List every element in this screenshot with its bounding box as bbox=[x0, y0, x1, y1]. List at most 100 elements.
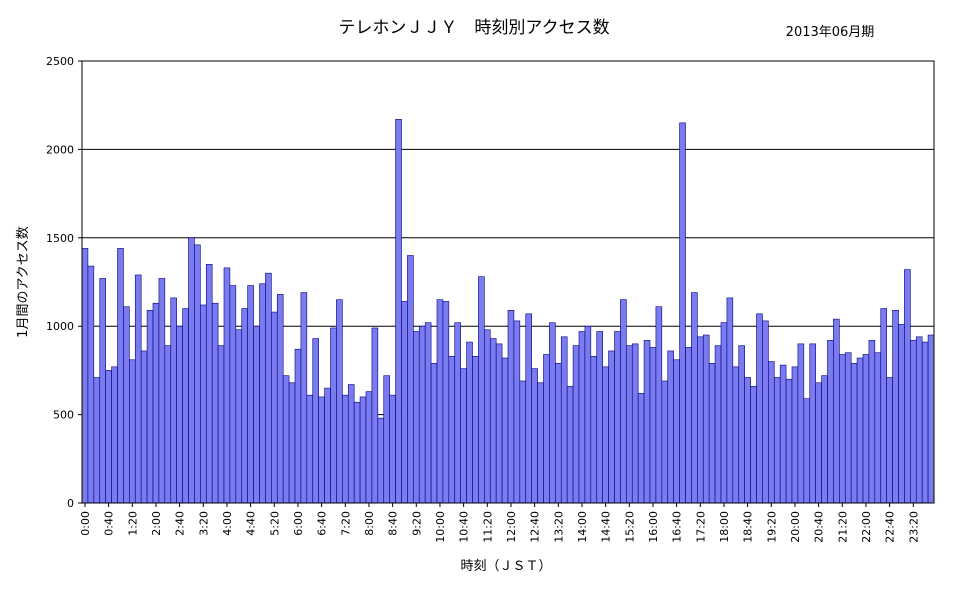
x-tick-label: 1:20 bbox=[126, 511, 139, 536]
bar bbox=[87, 265, 95, 504]
bar bbox=[170, 297, 177, 504]
x-tick-label: 6:40 bbox=[316, 511, 329, 536]
bar bbox=[904, 269, 911, 504]
bar bbox=[572, 345, 580, 504]
bar bbox=[655, 306, 663, 504]
bar bbox=[714, 345, 722, 504]
bar bbox=[489, 338, 497, 504]
bar bbox=[602, 366, 609, 504]
bar bbox=[158, 278, 166, 504]
bar bbox=[460, 368, 467, 504]
bar bbox=[371, 327, 379, 504]
bar bbox=[211, 302, 219, 504]
bar bbox=[898, 324, 905, 504]
x-tick-label: 11:20 bbox=[481, 511, 494, 543]
bar bbox=[732, 366, 740, 504]
bar bbox=[448, 355, 456, 504]
y-tick-label: 2000 bbox=[46, 143, 74, 156]
x-tick-label: 10:00 bbox=[434, 511, 447, 543]
y-tick-label: 1500 bbox=[46, 232, 74, 245]
bar bbox=[839, 354, 846, 504]
bar bbox=[430, 363, 438, 504]
x-tick-label: 0:40 bbox=[103, 511, 116, 536]
bar bbox=[318, 396, 325, 504]
bar bbox=[312, 338, 319, 504]
bar bbox=[418, 325, 426, 504]
bar bbox=[265, 272, 272, 504]
bar bbox=[744, 377, 751, 504]
bar bbox=[365, 391, 373, 504]
bar bbox=[336, 299, 343, 504]
bar bbox=[182, 308, 189, 504]
bar bbox=[697, 336, 704, 504]
bar bbox=[797, 343, 805, 504]
bar bbox=[194, 244, 201, 504]
y-axis-label: 1月間のアクセス数 bbox=[16, 226, 31, 338]
x-tick-label: 0:00 bbox=[79, 511, 92, 536]
bar bbox=[164, 345, 172, 504]
bar bbox=[856, 357, 864, 504]
x-tick-label: 22:40 bbox=[884, 511, 897, 543]
bar bbox=[779, 364, 787, 504]
x-tick-label: 18:40 bbox=[742, 511, 755, 543]
x-tick-label: 12:40 bbox=[529, 511, 542, 543]
bar bbox=[271, 311, 278, 504]
x-tick-label: 18:00 bbox=[718, 511, 731, 543]
bar bbox=[868, 340, 876, 504]
bar bbox=[466, 341, 473, 504]
bar bbox=[377, 417, 385, 504]
bar bbox=[560, 336, 568, 504]
bar bbox=[756, 313, 763, 504]
bar bbox=[862, 354, 870, 504]
bar bbox=[424, 322, 432, 504]
bar bbox=[501, 357, 509, 504]
bar bbox=[555, 363, 562, 504]
x-tick-label: 12:00 bbox=[505, 511, 518, 543]
bar bbox=[146, 309, 154, 504]
x-tick-label: 17:20 bbox=[694, 511, 707, 543]
bar bbox=[217, 345, 225, 504]
bar bbox=[525, 313, 532, 504]
bar bbox=[436, 299, 444, 504]
bar bbox=[910, 340, 917, 504]
bar bbox=[413, 331, 420, 504]
bar bbox=[844, 352, 852, 504]
bar bbox=[389, 394, 396, 504]
bar bbox=[785, 378, 793, 504]
x-tick-label: 8:00 bbox=[363, 511, 376, 536]
bar bbox=[809, 343, 816, 504]
bar bbox=[111, 366, 118, 504]
x-tick-label: 21:20 bbox=[836, 511, 849, 543]
bar bbox=[673, 359, 680, 504]
bar bbox=[472, 355, 479, 504]
bar bbox=[507, 309, 515, 504]
bar bbox=[762, 320, 769, 504]
bar bbox=[791, 366, 799, 504]
bar bbox=[608, 350, 615, 504]
bar bbox=[513, 320, 521, 504]
x-tick-label: 14:40 bbox=[600, 511, 613, 543]
bar bbox=[750, 386, 757, 504]
chart-period: 2013年06月期 bbox=[786, 25, 875, 40]
bar bbox=[886, 377, 893, 504]
bar bbox=[626, 345, 633, 504]
x-axis-label: 時刻（ＪＳＴ） bbox=[460, 559, 551, 574]
x-tick-label: 20:40 bbox=[813, 511, 826, 543]
bar bbox=[773, 377, 781, 504]
bar bbox=[347, 384, 355, 504]
bar bbox=[81, 248, 89, 504]
x-tick-label: 13:20 bbox=[552, 511, 565, 543]
bar bbox=[484, 329, 491, 504]
bar bbox=[276, 294, 284, 504]
bar bbox=[330, 327, 337, 504]
x-tick-label: 4:00 bbox=[221, 511, 234, 536]
x-ticks: 0:00 0:40 1:20 2:00 2:40 3:20 4:00 4:40 5:20 6:00… bbox=[79, 503, 920, 543]
y-tick-label: 500 bbox=[53, 409, 74, 422]
bar bbox=[643, 340, 651, 504]
bar bbox=[631, 343, 639, 504]
y-tick-label: 0 bbox=[67, 497, 74, 510]
bar bbox=[738, 345, 745, 504]
bar bbox=[637, 393, 645, 504]
bar bbox=[892, 309, 899, 504]
x-tick-label: 2:00 bbox=[150, 511, 163, 536]
